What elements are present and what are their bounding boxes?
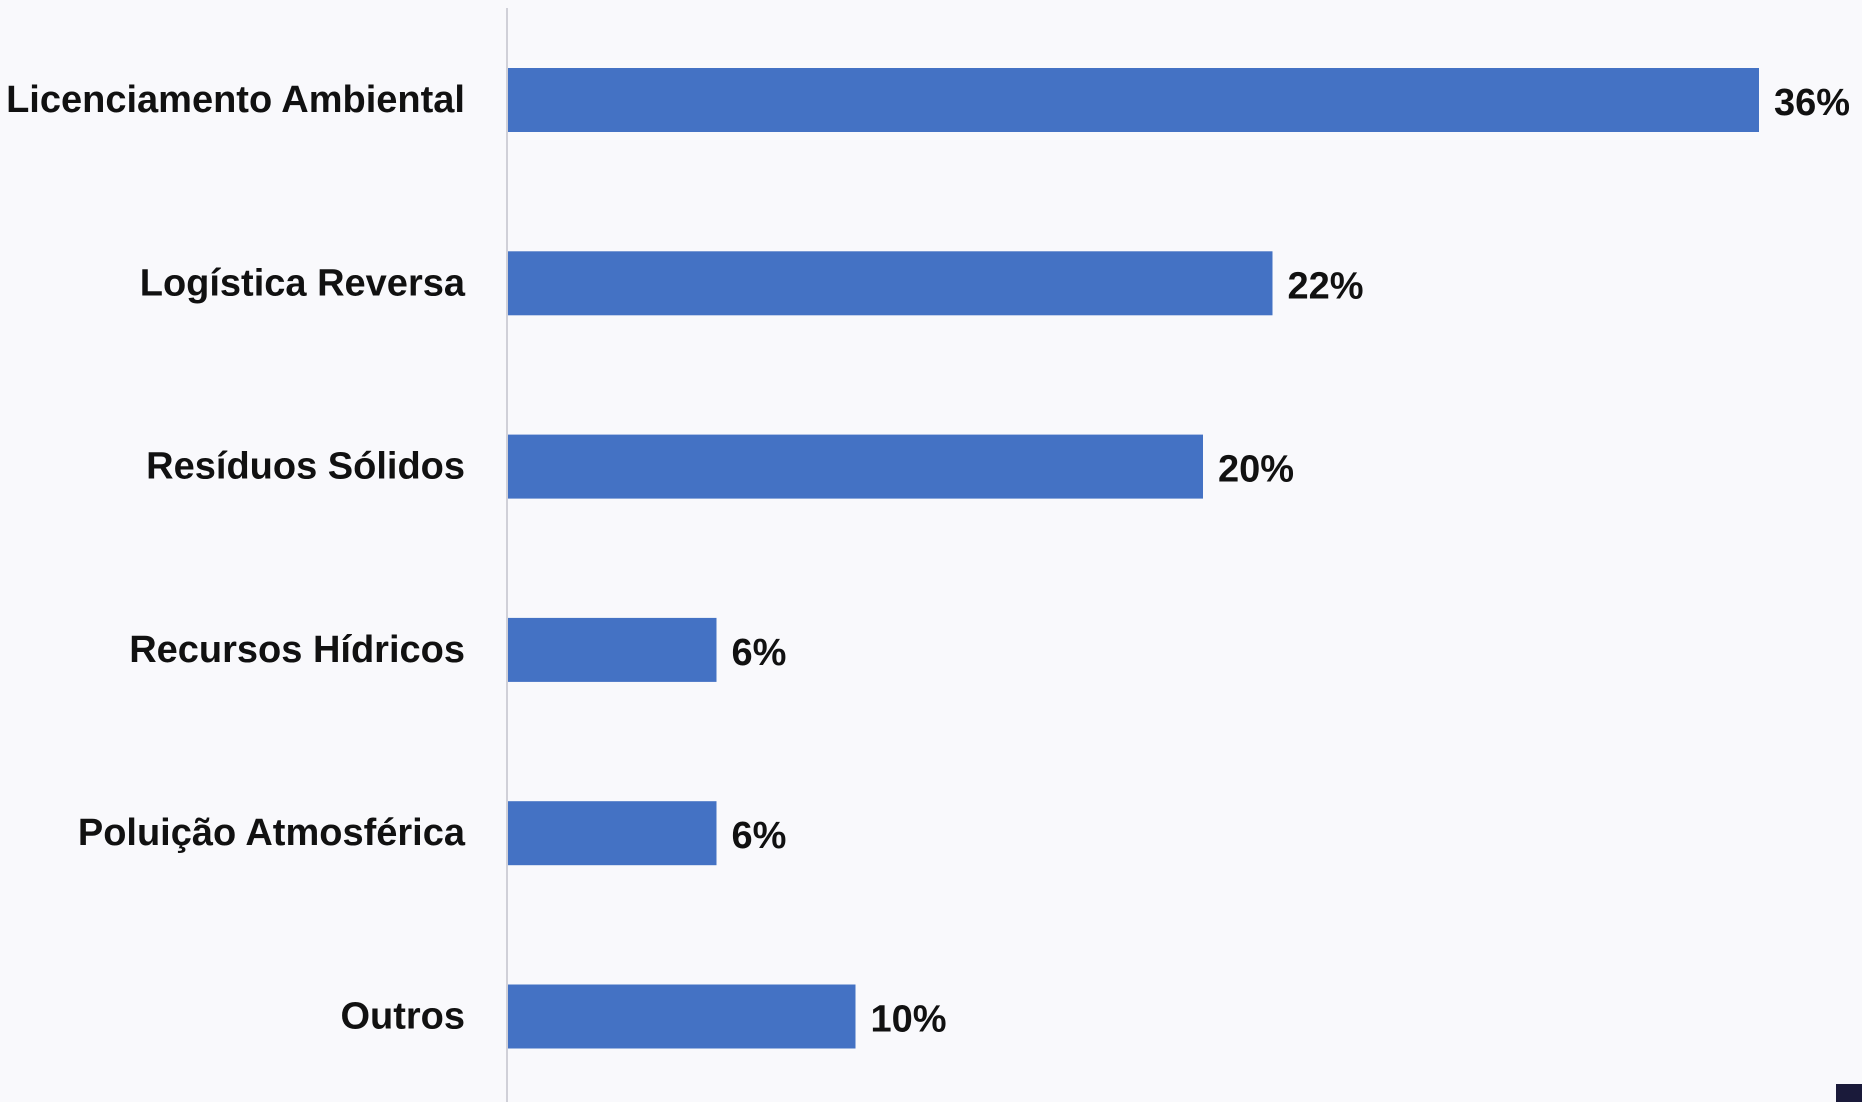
bar xyxy=(508,251,1273,316)
value-label: 6% xyxy=(732,632,787,674)
bar xyxy=(508,801,717,866)
category-labels-group: Licenciamento Ambiental Logística Reversa… xyxy=(6,79,466,1038)
bar xyxy=(508,434,1203,499)
value-label: 36% xyxy=(1774,82,1850,124)
value-label: 6% xyxy=(732,815,787,857)
value-label: 10% xyxy=(871,999,947,1041)
category-label: Outros xyxy=(340,996,465,1038)
bar xyxy=(508,617,717,682)
category-label: Licenciamento Ambiental xyxy=(6,79,465,121)
category-label: Resíduos Sólidos xyxy=(146,446,465,488)
bar xyxy=(508,984,856,1049)
value-labels-group: 36% 22% 20% 6% 6% 10% xyxy=(732,82,1851,1041)
category-label: Logística Reversa xyxy=(140,262,466,304)
value-label: 20% xyxy=(1218,449,1294,491)
value-label: 22% xyxy=(1288,265,1364,307)
category-label: Poluição Atmosférica xyxy=(78,812,466,854)
bar xyxy=(508,68,1759,132)
bars-group xyxy=(508,68,1759,1049)
category-label: Recursos Hídricos xyxy=(129,629,465,671)
corner-decoration xyxy=(1836,1084,1862,1102)
